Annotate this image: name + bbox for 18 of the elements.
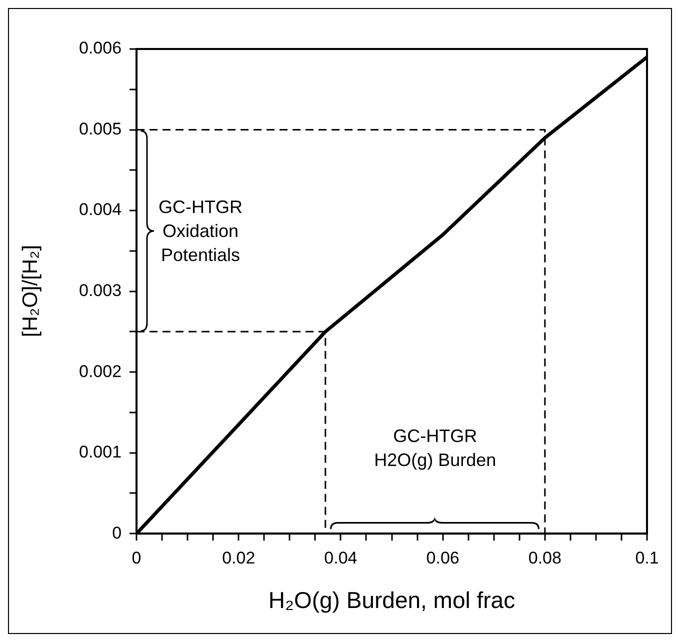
annotation: GC-HTGR Oxidation Potentials (158, 196, 243, 267)
y-tick-label: 0.006 (78, 38, 122, 58)
x-tick-label: 0.02 (222, 548, 256, 568)
y-tick-label: 0.005 (78, 119, 122, 138)
y-tick-label: 0 (112, 523, 122, 542)
x-tick-label: 0.06 (426, 548, 460, 568)
x-tick-label: 0.08 (528, 548, 562, 568)
y-tick-label: 0.001 (78, 442, 122, 462)
y-tick-label: 0.004 (78, 200, 122, 220)
y-tick-label: 0.002 (78, 362, 122, 381)
annotation: GC-HTGR H2O(g) Burden (374, 424, 496, 472)
x-tick-label: 0 (132, 548, 142, 568)
y-tick-label: 0.003 (78, 280, 122, 300)
x-tick-label: 0.04 (324, 548, 358, 568)
y-axis-title: [H₂O]/[H₂] (19, 245, 43, 338)
x-axis-title: H₂O(g) Burden, mol frac (268, 587, 516, 614)
frame: 0 0.02 0.04 0.06 0.08 0.1 0 0.001 0.002 0.003 0.004 0.005 0.006 GC-HTGR Oxidation Potentials GC-HTGR H2O(g) Burden H₂O(g) Burden, mol frac [H₂O]/[H₂] (8, 8, 672, 634)
x-tick-label: 0.1 (635, 548, 659, 568)
